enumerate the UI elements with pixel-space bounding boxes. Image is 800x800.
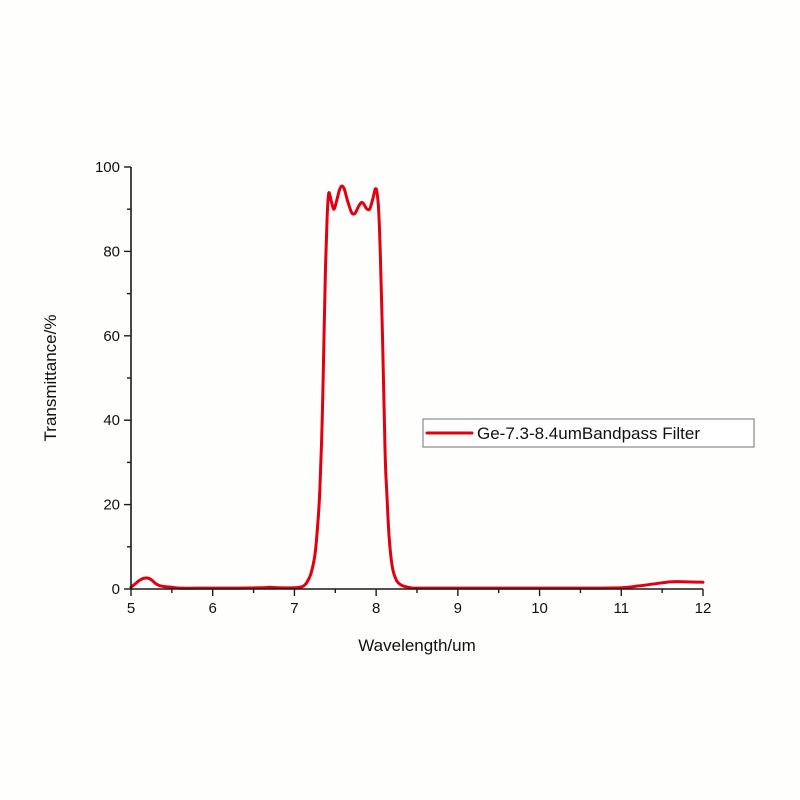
x-tick-label: 10 xyxy=(531,600,548,617)
x-tick-label: 8 xyxy=(372,600,380,617)
x-axis: 5 6 7 8 9 10 11 12 Wavelength/um xyxy=(127,588,712,655)
y-tick-label: 80 xyxy=(103,243,120,260)
legend-label: Ge-7.3-8.4umBandpass Filter xyxy=(477,424,700,443)
x-tick-label: 11 xyxy=(613,600,629,617)
y-tick-label: 60 xyxy=(103,328,120,345)
x-axis-title: Wavelength/um xyxy=(358,636,475,655)
x-tick-label: 5 xyxy=(127,600,135,617)
x-tick-label: 6 xyxy=(209,600,217,617)
x-tick-label: 9 xyxy=(454,600,462,617)
legend: Ge-7.3-8.4umBandpass Filter xyxy=(422,418,755,448)
y-tick-label: 40 xyxy=(103,412,120,429)
y-tick-label: 20 xyxy=(103,497,120,514)
legend-box xyxy=(422,418,755,448)
y-axis-title: Transmittance/% xyxy=(41,315,60,442)
x-tick-label: 7 xyxy=(290,600,298,617)
y-axis: 0 20 40 60 80 100 Transmittance/% xyxy=(41,159,132,598)
plot-area xyxy=(129,184,705,590)
series-line xyxy=(129,184,705,590)
y-tick-label: 100 xyxy=(95,159,120,176)
y-ticks: 0 20 40 60 80 100 xyxy=(95,159,131,598)
y-tick-label: 0 xyxy=(112,581,120,598)
x-tick-label: 12 xyxy=(695,600,712,617)
x-ticks: 5 6 7 8 9 10 11 12 xyxy=(127,589,712,617)
